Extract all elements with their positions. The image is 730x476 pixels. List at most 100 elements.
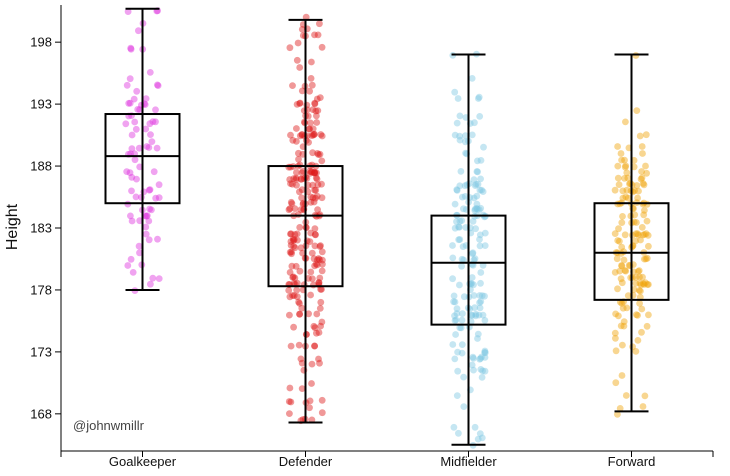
- data-point: [476, 292, 484, 299]
- data-point: [311, 262, 318, 270]
- data-point: [141, 212, 149, 220]
- data-point: [316, 20, 323, 28]
- data-point: [136, 106, 144, 113]
- data-point: [296, 64, 304, 71]
- data-point: [618, 262, 626, 270]
- data-point: [613, 255, 621, 263]
- data-point: [476, 113, 484, 120]
- data-point: [146, 205, 154, 213]
- data-point: [149, 118, 157, 125]
- data-point: [285, 206, 293, 214]
- data-point: [297, 355, 305, 363]
- data-point: [308, 132, 316, 140]
- data-point: [643, 322, 651, 330]
- data-point: [634, 312, 641, 319]
- data-point: [305, 139, 312, 146]
- data-point: [479, 311, 487, 319]
- data-point: [286, 44, 294, 52]
- data-point: [318, 132, 326, 140]
- y-tick-label: 188: [30, 159, 52, 174]
- data-point: [130, 95, 138, 103]
- data-point: [619, 187, 627, 195]
- data-point: [481, 349, 489, 357]
- data-point: [632, 348, 640, 355]
- data-point: [122, 120, 130, 128]
- data-point: [313, 261, 321, 269]
- data-point: [453, 310, 461, 317]
- data-point: [470, 366, 477, 374]
- data-point: [307, 119, 314, 127]
- data-point: [615, 225, 622, 233]
- data-point: [143, 143, 151, 150]
- data-point: [305, 275, 312, 282]
- data-point: [306, 404, 313, 412]
- data-point: [298, 169, 306, 177]
- data-point: [317, 131, 325, 138]
- data-point: [124, 262, 132, 269]
- data-point: [632, 273, 640, 281]
- data-point: [639, 231, 647, 239]
- data-point: [623, 169, 631, 177]
- data-point: [315, 255, 322, 262]
- data-point: [314, 206, 321, 214]
- data-point: [293, 101, 301, 108]
- data-point: [479, 188, 487, 196]
- data-point: [478, 434, 486, 442]
- data-point: [313, 310, 321, 318]
- data-point: [620, 318, 628, 325]
- box-defender: [267, 18, 344, 424]
- jitter-points: [122, 7, 652, 449]
- data-point: [473, 205, 480, 212]
- data-point: [458, 316, 466, 324]
- data-point: [614, 285, 621, 293]
- data-point: [301, 118, 308, 126]
- data-point: [287, 131, 294, 139]
- data-point: [296, 161, 304, 169]
- data-point: [290, 237, 297, 244]
- credit-label: @johnwmillr: [73, 418, 145, 433]
- data-point: [623, 186, 631, 194]
- data-point: [127, 44, 135, 52]
- data-point: [319, 260, 326, 268]
- data-point: [481, 229, 489, 237]
- data-point: [152, 118, 159, 126]
- data-point: [311, 324, 319, 332]
- data-point: [126, 99, 134, 107]
- data-point: [476, 304, 484, 312]
- data-point: [317, 298, 325, 306]
- data-point: [154, 81, 161, 89]
- data-point: [455, 223, 462, 231]
- data-point: [614, 162, 622, 170]
- data-point: [642, 279, 649, 287]
- data-point: [634, 337, 642, 344]
- data-point: [311, 169, 318, 177]
- data-point: [617, 275, 625, 283]
- data-point: [481, 242, 489, 250]
- data-point: [473, 192, 481, 200]
- data-point: [481, 347, 489, 355]
- data-point: [619, 194, 627, 202]
- data-point: [147, 131, 154, 139]
- data-point: [296, 188, 303, 196]
- data-point: [298, 87, 306, 95]
- data-point: [472, 180, 480, 188]
- data-point: [458, 349, 466, 357]
- box-midfielder: [430, 53, 507, 446]
- data-point: [455, 429, 462, 437]
- data-point: [311, 169, 319, 177]
- data-point: [140, 188, 148, 196]
- data-point: [296, 132, 304, 140]
- data-point: [307, 75, 315, 82]
- data-point: [312, 107, 320, 115]
- data-point: [316, 359, 323, 367]
- data-point: [468, 280, 475, 287]
- data-point: [641, 255, 648, 263]
- data-point: [293, 181, 300, 189]
- data-point: [287, 342, 295, 350]
- x-tick-label-defender: Defender: [279, 454, 333, 469]
- data-point: [150, 168, 158, 176]
- data-point: [295, 341, 303, 349]
- data-point: [298, 385, 306, 392]
- data-point: [316, 274, 324, 282]
- data-point: [154, 235, 161, 243]
